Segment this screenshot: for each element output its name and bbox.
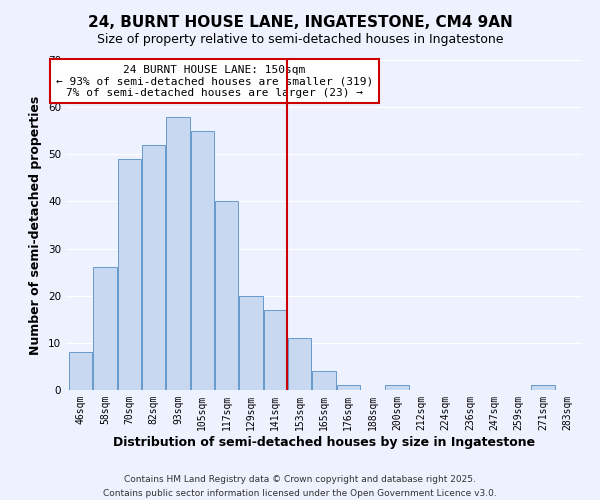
X-axis label: Distribution of semi-detached houses by size in Ingatestone: Distribution of semi-detached houses by … xyxy=(113,436,535,448)
Bar xyxy=(385,386,409,390)
Bar xyxy=(94,268,116,390)
Bar xyxy=(142,145,165,390)
Text: Contains HM Land Registry data © Crown copyright and database right 2025.
Contai: Contains HM Land Registry data © Crown c… xyxy=(103,476,497,498)
Bar xyxy=(118,159,141,390)
Y-axis label: Number of semi-detached properties: Number of semi-detached properties xyxy=(29,96,43,354)
Bar xyxy=(239,296,263,390)
Text: 24, BURNT HOUSE LANE, INGATESTONE, CM4 9AN: 24, BURNT HOUSE LANE, INGATESTONE, CM4 9… xyxy=(88,15,512,30)
Text: Size of property relative to semi-detached houses in Ingatestone: Size of property relative to semi-detach… xyxy=(97,32,503,46)
Bar xyxy=(313,371,335,390)
Bar xyxy=(69,352,92,390)
Bar xyxy=(532,386,554,390)
Bar xyxy=(191,130,214,390)
Text: 24 BURNT HOUSE LANE: 150sqm
← 93% of semi-detached houses are smaller (319)
7% o: 24 BURNT HOUSE LANE: 150sqm ← 93% of sem… xyxy=(56,64,373,98)
Bar xyxy=(337,386,360,390)
Bar xyxy=(288,338,311,390)
Bar xyxy=(166,116,190,390)
Bar xyxy=(264,310,287,390)
Bar xyxy=(215,202,238,390)
